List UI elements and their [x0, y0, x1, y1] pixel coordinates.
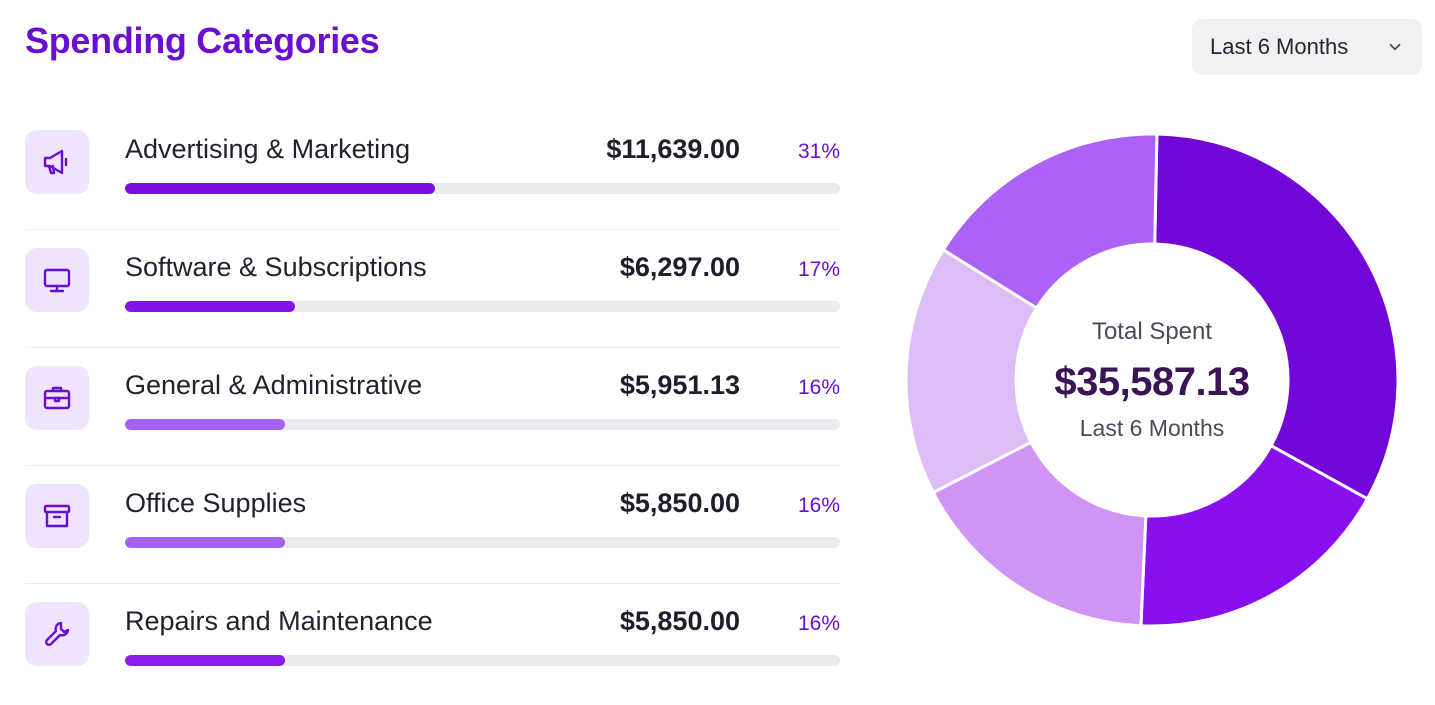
total-spent-label: Total Spent: [1091, 318, 1213, 345]
category-row[interactable]: Advertising & Marketing $11,639.00 31%: [25, 112, 840, 230]
category-amount: $5,850.00: [619, 488, 740, 518]
wrench-icon: [25, 602, 89, 666]
donut-slice-general-administrative[interactable]: [931, 440, 1148, 628]
category-percent: 31%: [797, 140, 840, 163]
category-name: Office Supplies: [125, 488, 307, 518]
progress-fill: [125, 419, 286, 430]
category-percent: 16%: [797, 376, 840, 399]
category-row[interactable]: Office Supplies $5,850.00 16%: [25, 466, 840, 584]
progress-fill: [125, 537, 286, 548]
total-spent-value: $35,587.13: [1054, 360, 1250, 404]
progress-track: [125, 183, 840, 194]
progress-track: [125, 301, 840, 312]
chevron-down-icon: [1386, 38, 1404, 56]
progress-track: [125, 655, 840, 666]
donut-slice-repairs-and-maintenance[interactable]: [941, 132, 1159, 311]
category-name: General & Administrative: [125, 370, 423, 400]
category-percent: 16%: [797, 612, 840, 635]
megaphone-icon: [25, 130, 89, 194]
category-list: Advertising & Marketing $11,639.00 31% S…: [25, 112, 840, 701]
progress-fill: [125, 183, 436, 194]
donut-slice-advertising-marketing[interactable]: [1153, 132, 1400, 501]
category-name: Advertising & Marketing: [125, 134, 411, 164]
category-amount: $5,951.13: [619, 370, 740, 400]
monitor-icon: [25, 248, 89, 312]
archive-box-icon: [25, 484, 89, 548]
category-amount: $11,639.00: [606, 134, 740, 164]
page-title: Spending Categories: [25, 20, 380, 61]
donut-slice-office-supplies[interactable]: [904, 247, 1039, 495]
donut-slice-software-subscriptions[interactable]: [1139, 443, 1370, 628]
category-row[interactable]: General & Administrative $5,951.13 16%: [25, 348, 840, 466]
category-amount: $6,297.00: [619, 252, 740, 282]
category-row[interactable]: Repairs and Maintenance $5,850.00 16%: [25, 584, 840, 701]
date-range-value: Last 6 Months: [1210, 34, 1349, 59]
progress-fill: [125, 301, 296, 312]
spending-donut-chart: [904, 132, 1400, 628]
date-range-select[interactable]: Last 6 Months: [1192, 19, 1422, 75]
category-percent: 17%: [797, 258, 840, 281]
progress-fill: [125, 655, 286, 666]
category-row[interactable]: Software & Subscriptions $6,297.00 17%: [25, 230, 840, 348]
total-spent-period: Last 6 Months: [1079, 415, 1225, 441]
category-name: Repairs and Maintenance: [125, 606, 433, 636]
donut-center: Total Spent $35,587.13 Last 6 Months: [1040, 318, 1264, 442]
category-amount: $5,850.00: [619, 606, 740, 636]
category-name: Software & Subscriptions: [125, 252, 427, 282]
briefcase-icon: [25, 366, 89, 430]
progress-track: [125, 537, 840, 548]
progress-track: [125, 419, 840, 430]
category-percent: 16%: [797, 494, 840, 517]
